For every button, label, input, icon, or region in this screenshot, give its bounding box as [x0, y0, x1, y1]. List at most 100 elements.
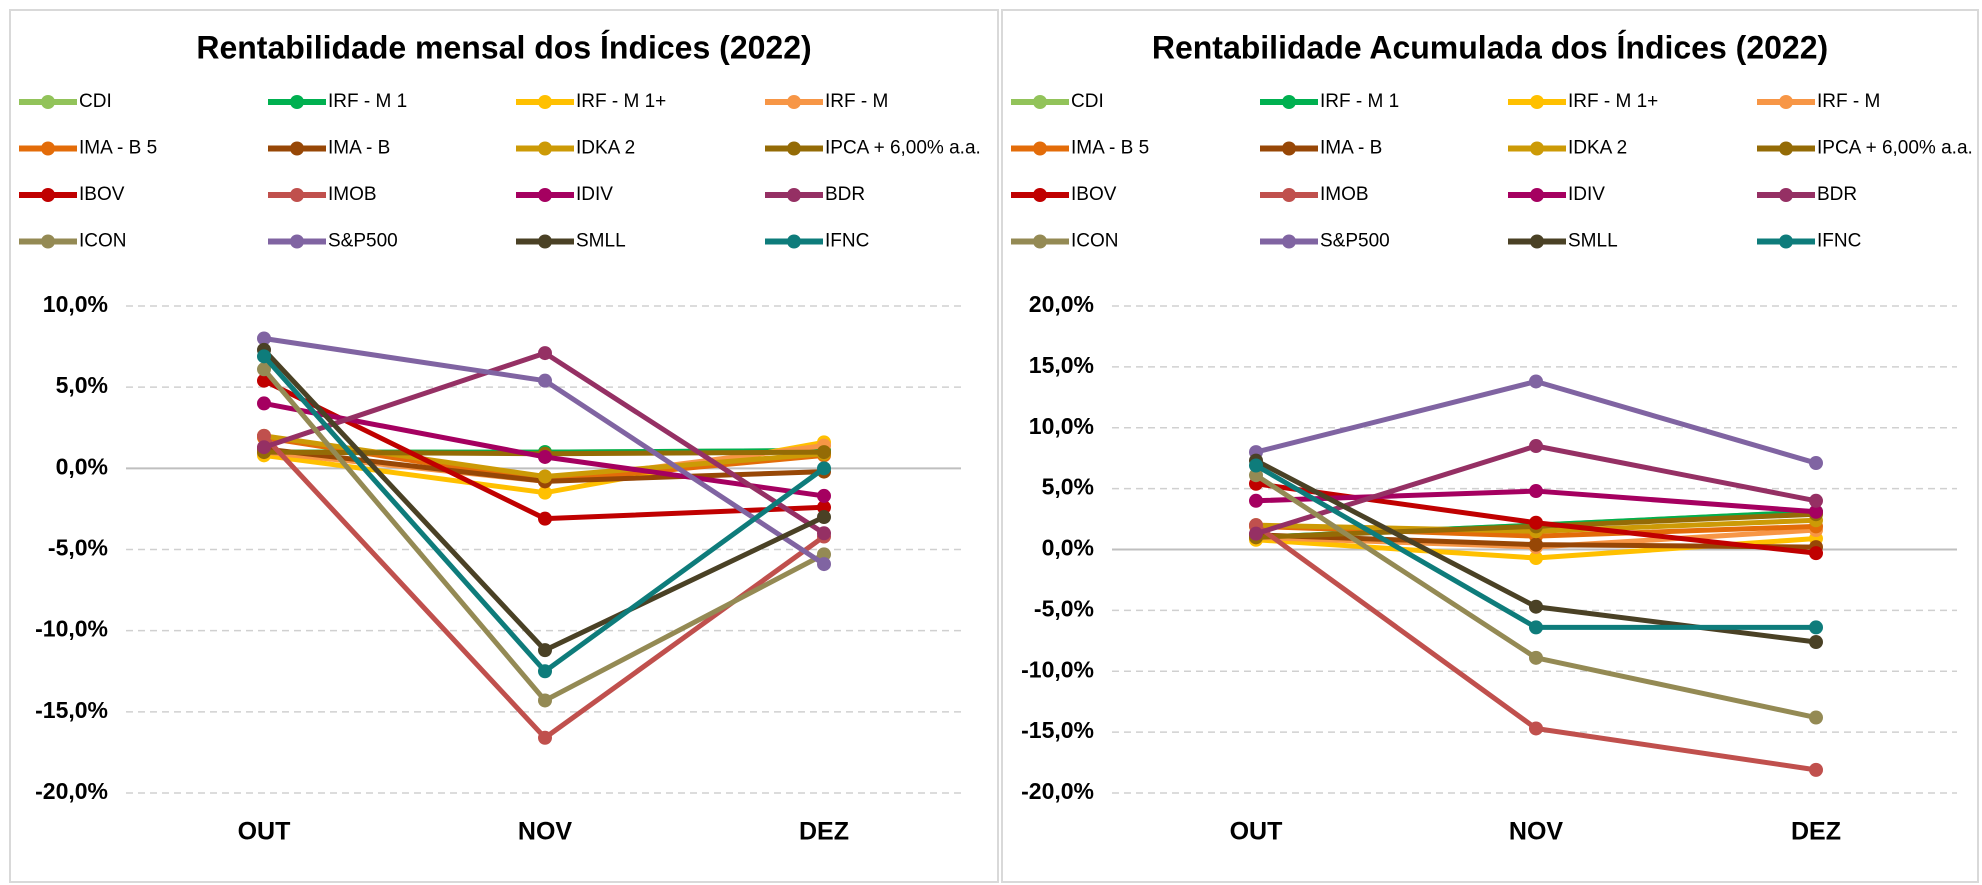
legend-item: ICON	[1011, 231, 1119, 252]
legend-item: SMLL	[1508, 231, 1618, 252]
legend-item: IPCA + 6,00% a.a.	[1757, 138, 1973, 159]
y-tick-label: 10,0%	[1029, 413, 1094, 439]
legend-marker	[41, 95, 55, 109]
panel	[1001, 9, 1979, 883]
legend-marker	[290, 141, 304, 156]
y-tick-label: -20,0%	[35, 778, 108, 804]
data-point	[817, 557, 831, 572]
legend-label: ICON	[1071, 231, 1119, 252]
data-point	[1529, 374, 1543, 389]
data-point	[538, 346, 552, 361]
y-tick-label: -5,0%	[48, 535, 108, 561]
legend-item: IMA - B	[268, 138, 390, 159]
y-tick-label: 15,0%	[1029, 352, 1094, 378]
legend-item: SMLL	[516, 231, 626, 252]
legend-item: IBOV	[1011, 184, 1117, 205]
y-tick-label: 0,0%	[1042, 535, 1094, 561]
legend-item: IFNC	[765, 231, 869, 252]
legend-marker	[787, 95, 801, 109]
data-point	[257, 396, 271, 411]
legend-item: IRF - M	[765, 91, 888, 112]
legend-item: CDI	[1011, 91, 1104, 112]
legend-marker	[1033, 141, 1047, 156]
data-point	[538, 643, 552, 658]
legend-marker	[41, 188, 55, 202]
data-point	[817, 547, 831, 562]
legend-label: IBOV	[79, 184, 125, 205]
data-point	[1809, 635, 1823, 650]
data-point	[817, 461, 831, 476]
legend-label: IDIV	[1568, 184, 1605, 205]
legend-marker	[41, 234, 55, 249]
data-point	[817, 445, 831, 460]
data-point	[1529, 721, 1543, 736]
legend-marker	[1530, 95, 1544, 109]
data-point	[817, 500, 831, 515]
y-tick-label: -20,0%	[1021, 778, 1094, 804]
chart-title: Rentabilidade mensal dos Índices (2022)	[196, 29, 811, 65]
legend-label: IRF - M 1+	[576, 91, 666, 112]
y-tick-label: 5,0%	[56, 372, 108, 398]
legend-item: IPCA + 6,00% a.a.	[765, 138, 981, 159]
legend-label: IMA - B	[1320, 138, 1382, 159]
y-tick-label: 20,0%	[1029, 291, 1094, 317]
legend-label: IBOV	[1071, 184, 1117, 205]
data-point	[538, 449, 552, 464]
legend-marker	[1282, 188, 1296, 202]
legend-item: IMA - B 5	[19, 138, 157, 159]
data-point	[538, 693, 552, 708]
x-tick-label: OUT	[238, 818, 291, 846]
data-point	[1809, 620, 1823, 635]
legend-item: IMOB	[268, 184, 377, 205]
y-tick-label: -5,0%	[1034, 595, 1094, 621]
legend-label: IDKA 2	[1568, 138, 1627, 159]
legend-label: IMOB	[328, 184, 377, 205]
legend-marker	[1779, 141, 1793, 156]
x-tick-label: OUT	[1230, 818, 1283, 846]
y-tick-label: 0,0%	[56, 453, 108, 479]
data-point	[1529, 620, 1543, 635]
data-point	[257, 428, 271, 443]
data-point	[257, 331, 271, 346]
legend-label: CDI	[79, 91, 112, 112]
legend-label: CDI	[1071, 91, 1104, 112]
legend-item: IFNC	[1757, 231, 1861, 252]
data-point	[817, 510, 831, 525]
legend-label: IRF - M	[825, 91, 888, 112]
legend-label: BDR	[825, 184, 865, 205]
legend-marker	[1033, 95, 1047, 109]
legend-label: IFNC	[1817, 231, 1861, 252]
data-point	[1249, 493, 1263, 508]
y-tick-label: 5,0%	[1042, 474, 1094, 500]
chart-title: Rentabilidade Acumulada dos Índices (202…	[1152, 29, 1828, 65]
legend-marker	[290, 234, 304, 249]
legend-label: IPCA + 6,00% a.a.	[1817, 138, 1973, 159]
legend-marker	[538, 234, 552, 249]
data-point	[1529, 537, 1543, 552]
legend-marker	[1033, 188, 1047, 202]
legend-marker	[538, 188, 552, 202]
data-point	[1529, 551, 1543, 566]
data-point	[1529, 515, 1543, 530]
legend-label: IPCA + 6,00% a.a.	[825, 138, 981, 159]
legend-marker	[1033, 234, 1047, 249]
y-tick-label: -10,0%	[1021, 656, 1094, 682]
data-point	[538, 373, 552, 388]
legend-label: IRF - M	[1817, 91, 1880, 112]
legend-label: IMOB	[1320, 184, 1369, 205]
legend-item: IMOB	[1260, 184, 1369, 205]
y-tick-label: 10,0%	[43, 291, 108, 317]
legend-marker	[787, 188, 801, 202]
legend-marker	[290, 188, 304, 202]
x-tick-label: NOV	[1509, 818, 1564, 846]
legend-marker	[1779, 188, 1793, 202]
legend-marker	[1282, 234, 1296, 249]
legend-item: IRF - M 1+	[1508, 91, 1658, 112]
legend-marker	[1779, 234, 1793, 249]
data-point	[1529, 439, 1543, 454]
data-point	[257, 349, 271, 364]
legend-label: ICON	[79, 231, 127, 252]
legend-marker	[787, 141, 801, 156]
data-point	[1249, 468, 1263, 483]
legend-item: IMA - B 5	[1011, 138, 1149, 159]
